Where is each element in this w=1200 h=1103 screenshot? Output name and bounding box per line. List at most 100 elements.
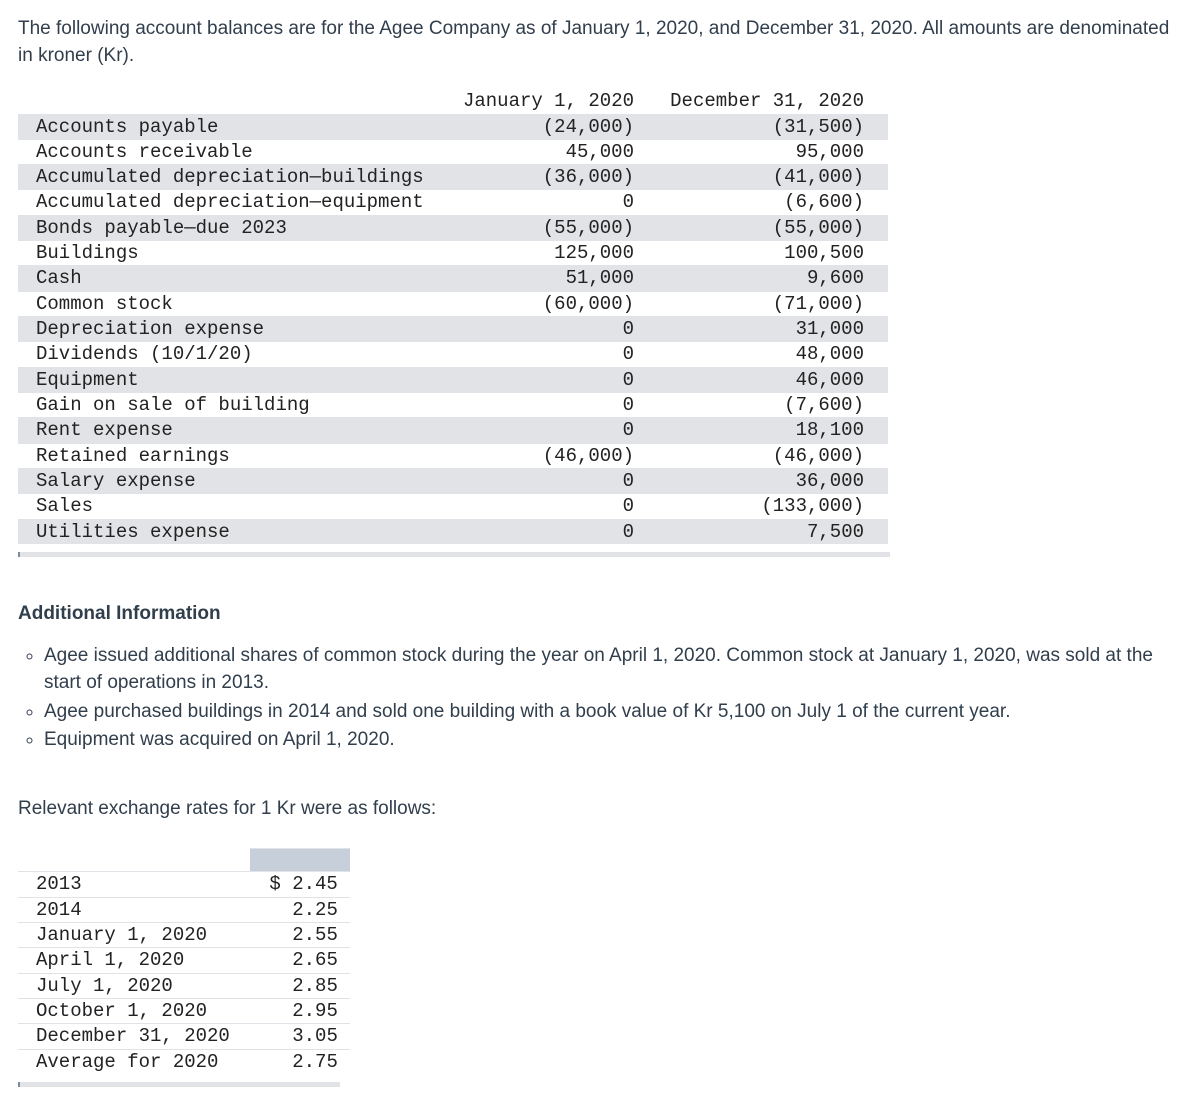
list-item: Equipment was acquired on April 1, 2020.: [44, 727, 1182, 754]
list-item: Agee purchased buildings in 2014 and sol…: [44, 699, 1182, 726]
table-row: Accounts receivable45,00095,000: [18, 139, 888, 164]
row-value-c1: 51,000: [458, 266, 658, 291]
row-value-c1: (55,000): [458, 215, 658, 240]
table-row: Dividends (10/1/20)048,000: [18, 342, 888, 367]
row-value-c2: (55,000): [658, 215, 888, 240]
table-row: April 1, 20202.65: [18, 948, 350, 973]
row-value-c2: 46,000: [658, 367, 888, 392]
row-value: $ 2.45: [250, 872, 350, 897]
row-label: Accounts payable: [18, 114, 458, 139]
table-row: July 1, 20202.85: [18, 973, 350, 998]
row-value-c1: (36,000): [458, 165, 658, 190]
balances-footer-bar: [18, 552, 890, 557]
row-value-c2: (41,000): [658, 165, 888, 190]
row-label: Average for 2020: [18, 1049, 250, 1074]
row-label: Retained earnings: [18, 443, 458, 468]
table-row: January 1, 20202.55: [18, 923, 350, 948]
row-value-c1: 0: [458, 494, 658, 519]
table-row: Retained earnings(46,000)(46,000): [18, 443, 888, 468]
row-label: Bonds payable—due 2023: [18, 215, 458, 240]
row-value-c1: (60,000): [458, 291, 658, 316]
row-value-c2: 31,000: [658, 317, 888, 342]
rates-header-cell: [250, 849, 350, 872]
row-value-c2: (46,000): [658, 443, 888, 468]
row-value-c1: 0: [458, 317, 658, 342]
row-value-c2: 100,500: [658, 241, 888, 266]
row-value-c1: (24,000): [458, 114, 658, 139]
table-row: Utilities expense07,500: [18, 519, 888, 544]
row-label: Accounts receivable: [18, 139, 458, 164]
table-row: 2013$ 2.45: [18, 872, 350, 897]
row-label: 2014: [18, 897, 250, 922]
row-value-c1: 0: [458, 190, 658, 215]
row-label: Common stock: [18, 291, 458, 316]
row-value-c2: 36,000: [658, 468, 888, 493]
table-row: Average for 20202.75: [18, 1049, 350, 1074]
row-label: Equipment: [18, 367, 458, 392]
table-row: Accounts payable(24,000)(31,500): [18, 114, 888, 139]
table-row: Rent expense018,100: [18, 418, 888, 443]
row-value-c2: 18,100: [658, 418, 888, 443]
row-label: Accumulated depreciation—buildings: [18, 165, 458, 190]
table-row: Sales0(133,000): [18, 494, 888, 519]
table-row: Buildings125,000100,500: [18, 241, 888, 266]
table-row: Gain on sale of building0(7,600): [18, 392, 888, 417]
row-label: January 1, 2020: [18, 923, 250, 948]
table-row: Equipment046,000: [18, 367, 888, 392]
table-row: December 31, 20203.05: [18, 1024, 350, 1049]
table-row: Salary expense036,000: [18, 468, 888, 493]
row-label: October 1, 2020: [18, 998, 250, 1023]
row-value-c1: 0: [458, 392, 658, 417]
table-row: Bonds payable—due 2023(55,000)(55,000): [18, 215, 888, 240]
row-label: Sales: [18, 494, 458, 519]
row-label: Gain on sale of building: [18, 392, 458, 417]
row-value-c2: 9,600: [658, 266, 888, 291]
row-label: Buildings: [18, 241, 458, 266]
row-value-c2: 95,000: [658, 139, 888, 164]
row-label: 2013: [18, 872, 250, 897]
row-label: Salary expense: [18, 468, 458, 493]
row-value: 2.25: [250, 897, 350, 922]
intro-paragraph: The following account balances are for t…: [18, 16, 1182, 69]
row-value-c1: 0: [458, 468, 658, 493]
row-value: 2.85: [250, 973, 350, 998]
rates-table: 2013$ 2.4520142.25January 1, 20202.55Apr…: [18, 848, 350, 1074]
table-row: Accumulated depreciation—equipment0(6,60…: [18, 190, 888, 215]
row-value-c2: (7,600): [658, 392, 888, 417]
rates-footer-bar: [18, 1082, 340, 1087]
row-value-c2: (71,000): [658, 291, 888, 316]
row-value: 2.95: [250, 998, 350, 1023]
additional-heading: Additional Information: [18, 601, 1182, 628]
row-value-c2: (31,500): [658, 114, 888, 139]
balances-col2-header: December 31, 2020: [658, 89, 888, 114]
row-label: Rent expense: [18, 418, 458, 443]
table-row: Cash51,0009,600: [18, 266, 888, 291]
row-value-c1: 0: [458, 418, 658, 443]
row-label: Accumulated depreciation—equipment: [18, 190, 458, 215]
row-value-c1: 45,000: [458, 139, 658, 164]
row-value-c2: 7,500: [658, 519, 888, 544]
row-value: 2.75: [250, 1049, 350, 1074]
row-value-c2: 48,000: [658, 342, 888, 367]
balances-col1-header: January 1, 2020: [458, 89, 658, 114]
balances-table: January 1, 2020 December 31, 2020 Accoun…: [18, 89, 888, 544]
table-row: Common stock(60,000)(71,000): [18, 291, 888, 316]
table-row: October 1, 20202.95: [18, 998, 350, 1023]
table-row: Accumulated depreciation—buildings(36,00…: [18, 165, 888, 190]
row-label: July 1, 2020: [18, 973, 250, 998]
list-item: Agee issued additional shares of common …: [44, 643, 1182, 696]
row-value: 2.65: [250, 948, 350, 973]
row-value-c1: 125,000: [458, 241, 658, 266]
row-label: April 1, 2020: [18, 948, 250, 973]
row-label: Dividends (10/1/20): [18, 342, 458, 367]
row-value: 2.55: [250, 923, 350, 948]
table-row: Depreciation expense031,000: [18, 317, 888, 342]
row-value-c1: 0: [458, 342, 658, 367]
row-value-c1: 0: [458, 367, 658, 392]
rates-lead: Relevant exchange rates for 1 Kr were as…: [18, 796, 1182, 823]
row-value-c1: (46,000): [458, 443, 658, 468]
row-label: Depreciation expense: [18, 317, 458, 342]
row-value-c2: (6,600): [658, 190, 888, 215]
row-label: Utilities expense: [18, 519, 458, 544]
additional-info-list: Agee issued additional shares of common …: [18, 643, 1182, 753]
